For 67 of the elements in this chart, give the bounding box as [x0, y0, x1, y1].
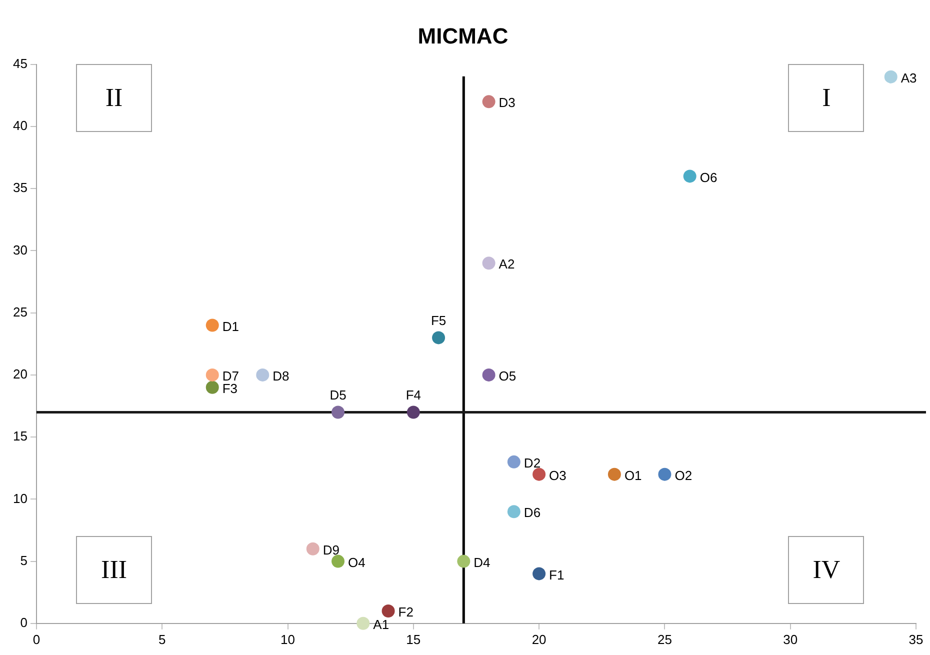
point [608, 468, 621, 481]
y-tick-label: 45 [12, 56, 28, 71]
quadrant-label-box: II [76, 64, 152, 132]
point [507, 505, 520, 518]
chart-title: MICMAC [418, 23, 508, 48]
point [658, 468, 672, 481]
y-tick-label: 25 [12, 304, 28, 320]
point [256, 368, 270, 382]
point [482, 368, 496, 382]
point [884, 70, 898, 84]
quadrant-label-box: IV [788, 536, 864, 604]
series-label: O5 [498, 368, 516, 384]
point [507, 455, 520, 468]
y-tick-label: 35 [12, 180, 28, 196]
y-tick-label: 30 [12, 242, 28, 258]
series-label: D8 [272, 368, 290, 384]
point [206, 368, 219, 382]
x-tick-label: 20 [532, 632, 546, 647]
x-tick-label: 0 [32, 632, 40, 647]
point [332, 554, 345, 568]
point [532, 567, 546, 580]
y-tick-label: 5 [20, 552, 28, 568]
y-tick-label: 20 [12, 366, 28, 382]
series-label: O3 [549, 468, 566, 483]
x-tick-label: 10 [280, 632, 295, 647]
series-label: A2 [498, 256, 515, 272]
series-label: D3 [498, 95, 516, 110]
y-tick-label: 0 [20, 614, 28, 630]
x-tick-label: 30 [783, 632, 798, 647]
y-tick-label: 10 [12, 490, 28, 506]
series-label: O6 [700, 170, 718, 185]
series-label: O1 [624, 468, 642, 483]
point [683, 170, 696, 183]
series-label: D4 [474, 554, 490, 570]
series-label: A3 [900, 70, 917, 86]
point [332, 406, 345, 419]
x-tick-label: 35 [908, 632, 924, 647]
series-label: O4 [348, 554, 366, 570]
point [356, 616, 370, 630]
series-label: A1 [373, 616, 390, 632]
series-label: F5 [430, 312, 446, 328]
series-label: O2 [674, 468, 692, 483]
y-tick-label: 15 [12, 428, 28, 444]
point [482, 256, 496, 270]
point [306, 542, 320, 556]
quadrant-label-box: III [76, 536, 152, 604]
series-label: D6 [524, 505, 541, 520]
series-label: D1 [222, 318, 239, 334]
series-label: F2 [398, 604, 414, 620]
series-label: F4 [406, 387, 421, 402]
quadrant-label-box: I [788, 64, 864, 132]
x-tick-label: 15 [406, 632, 421, 647]
point [432, 331, 446, 344]
x-tick-label: 25 [657, 632, 672, 647]
series-label: F1 [549, 567, 564, 582]
point [532, 468, 546, 481]
point [206, 380, 219, 394]
point [406, 406, 420, 419]
series-label: D2 [524, 455, 541, 470]
point [382, 604, 395, 618]
series-label: D9 [322, 542, 340, 558]
y-tick-label: 40 [12, 118, 28, 134]
x-tick-label: 5 [158, 632, 166, 647]
point [457, 554, 470, 568]
point [482, 95, 496, 108]
series-label: D5 [330, 387, 346, 402]
point [206, 318, 219, 332]
